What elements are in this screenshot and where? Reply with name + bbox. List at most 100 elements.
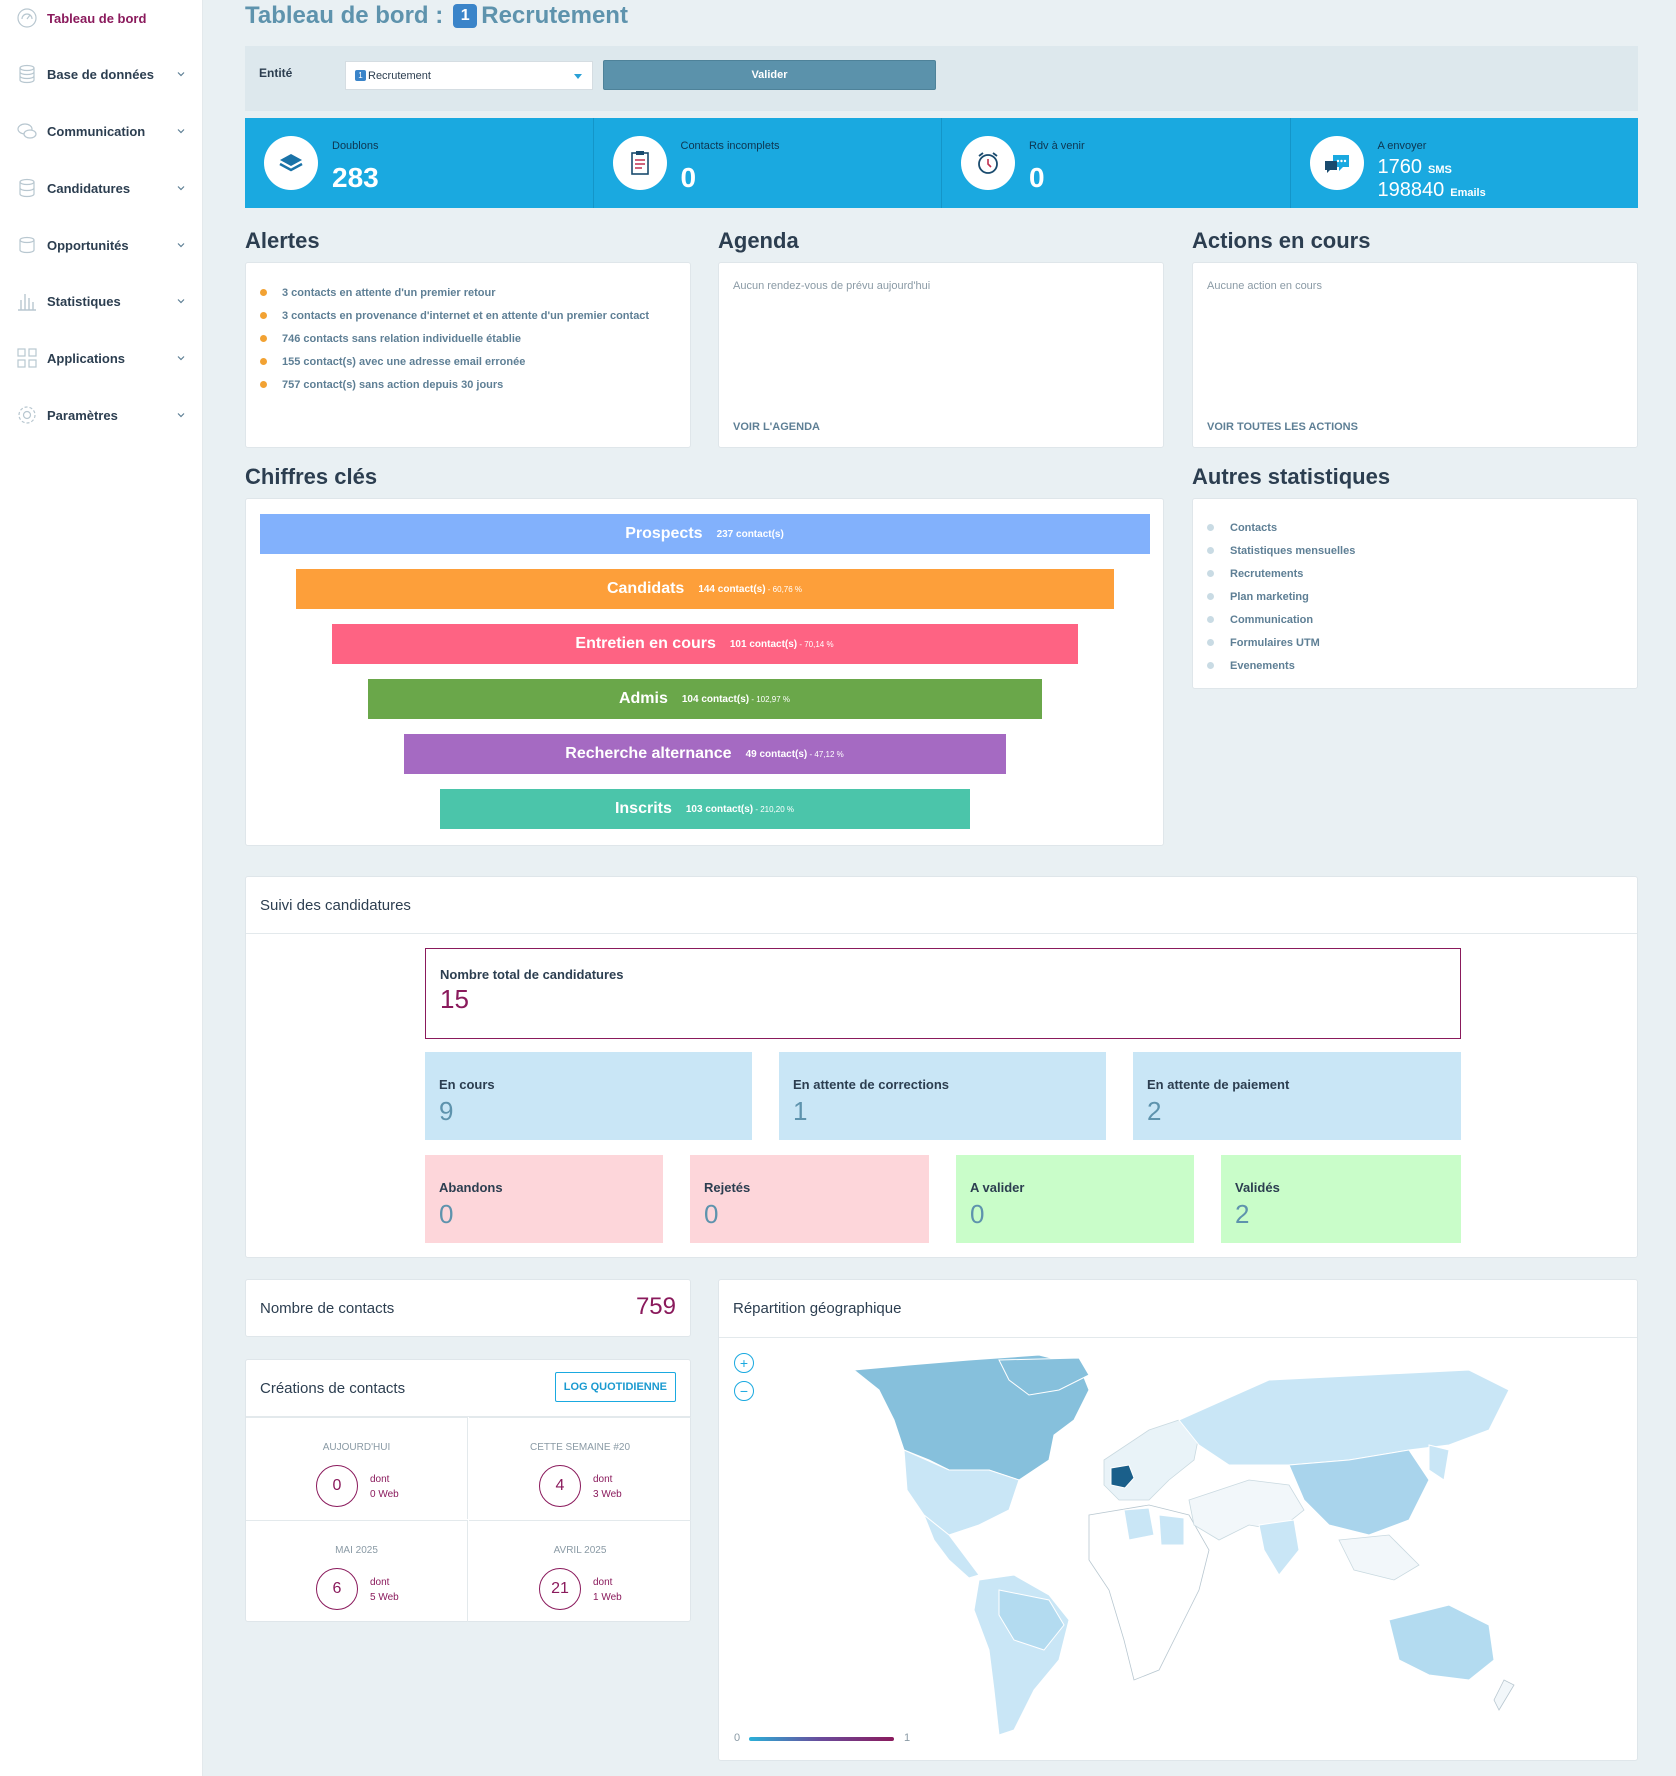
- status-in-progress[interactable]: En cours 9: [425, 1052, 752, 1140]
- other-stats-link[interactable]: Contacts: [1207, 516, 1355, 539]
- funnel-bar[interactable]: Recherche alternance 49 contact(s) - 47,1…: [403, 734, 1006, 774]
- map-region-usa[interactable]: [903, 1449, 1020, 1536]
- total-applications-box[interactable]: Nombre total de candidatures 15: [425, 948, 1461, 1039]
- view-agenda-link[interactable]: VOIR L'AGENDA: [733, 421, 820, 433]
- entity-select-badge: 1: [355, 70, 366, 81]
- status-value: 2: [1235, 1199, 1250, 1229]
- map-region-mexico[interactable]: [922, 1513, 980, 1579]
- status-to-validate[interactable]: A valider 0: [956, 1155, 1194, 1243]
- map-region-arctic[interactable]: [998, 1357, 1090, 1396]
- status-abandoned[interactable]: Abandons 0: [425, 1155, 663, 1243]
- other-stats-link[interactable]: Recrutements: [1207, 562, 1355, 585]
- map-region-brazil[interactable]: [998, 1589, 1065, 1651]
- map-region-algeria[interactable]: [1123, 1507, 1155, 1541]
- funnel-bar-label: Recherche alternance: [565, 745, 732, 762]
- creations-web-count: 3 Web: [593, 1489, 622, 1500]
- contact-creations-card: Créations de contacts LOG QUOTIDIENNE AU…: [245, 1359, 691, 1622]
- sidebar-item-settings[interactable]: Paramètres: [16, 400, 186, 430]
- stat-sms-unit: SMS: [1428, 164, 1452, 176]
- map-region-new-zealand[interactable]: [1493, 1679, 1515, 1711]
- zoom-out-button[interactable]: −: [734, 1381, 754, 1401]
- status-validated[interactable]: Validés 2: [1221, 1155, 1461, 1243]
- contacts-count-value: 759: [635, 1293, 676, 1320]
- alert-item[interactable]: 3 contacts en provenance d'internet et e…: [260, 304, 649, 327]
- sidebar-item-database[interactable]: Base de données: [16, 59, 186, 89]
- other-stats-link[interactable]: Evenements: [1207, 654, 1355, 677]
- view-all-actions-link[interactable]: VOIR TOUTES LES ACTIONS: [1207, 421, 1358, 433]
- sidebar-item-dashboard[interactable]: Tableau de bord: [16, 3, 186, 33]
- actions-empty-text: Aucune action en cours: [1207, 280, 1322, 292]
- alerts-title: Alertes: [245, 228, 320, 253]
- map-region-egypt[interactable]: [1158, 1514, 1185, 1546]
- map-region-india[interactable]: [1258, 1519, 1300, 1576]
- stat-upcoming-appointments[interactable]: Rdv à venir 0: [942, 118, 1291, 208]
- world-map[interactable]: [849, 1350, 1529, 1745]
- sidebar-item-communication[interactable]: Communication: [16, 116, 186, 146]
- creations-web-count: 0 Web: [370, 1489, 399, 1500]
- other-stats-link[interactable]: Plan marketing: [1207, 585, 1355, 608]
- map-region-australia[interactable]: [1388, 1604, 1495, 1681]
- alert-item[interactable]: 746 contacts sans relation individuelle …: [260, 327, 649, 350]
- creations-count: 21: [539, 1568, 581, 1610]
- status-awaiting-corrections[interactable]: En attente de corrections 1: [779, 1052, 1106, 1140]
- caret-down-icon: [574, 74, 582, 79]
- map-region-europe[interactable]: [1103, 1419, 1200, 1501]
- validate-button[interactable]: Valider: [603, 60, 936, 90]
- alert-item[interactable]: 3 contacts en attente d'un premier retou…: [260, 281, 649, 304]
- status-value: 0: [439, 1199, 454, 1229]
- sidebar-item-opportunities[interactable]: Opportunités: [16, 230, 186, 260]
- sidebar-item-statistics[interactable]: Statistiques: [16, 286, 186, 316]
- page-title-entity: Recrutement: [481, 2, 628, 29]
- legend-max: 1: [904, 1732, 911, 1744]
- funnel-bar[interactable]: Inscrits 103 contact(s) - 210,20 %: [439, 789, 970, 829]
- map-region-japan[interactable]: [1428, 1444, 1450, 1481]
- stat-icon-circle: [961, 136, 1015, 190]
- funnel-bar[interactable]: Candidats 144 contact(s) - 60,76 %: [295, 569, 1114, 609]
- alert-item[interactable]: 155 contact(s) avec une adresse email er…: [260, 350, 649, 373]
- stat-value: 283: [332, 162, 379, 193]
- creations-web: dont 5 Web: [370, 1575, 399, 1605]
- key-figures-title: Chiffres clés: [245, 464, 378, 489]
- funnel-bar[interactable]: Admis 104 contact(s) - 102,97 %: [367, 679, 1042, 719]
- agenda-empty-text: Aucun rendez-vous de prévu aujourd'hui: [733, 280, 931, 292]
- map-region-africa[interactable]: [1088, 1504, 1210, 1681]
- alert-item[interactable]: 757 contact(s) sans action depuis 30 jou…: [260, 373, 649, 396]
- total-applications-value: 15: [440, 984, 469, 1014]
- sidebar-item-applications-tracking[interactable]: Candidatures: [16, 173, 186, 203]
- stat-emails-value: 198840: [1377, 179, 1445, 201]
- apps-grid-icon: [17, 348, 37, 368]
- funnel-bar[interactable]: Prospects 237 contact(s): [259, 514, 1150, 554]
- gear-icon: [18, 406, 36, 424]
- entity-select[interactable]: 1 Recrutement: [345, 61, 593, 90]
- stat-label: Contacts incomplets: [680, 140, 780, 152]
- other-stats-link[interactable]: Communication: [1207, 608, 1355, 631]
- entity-badge: 1: [453, 4, 478, 28]
- stat-to-send[interactable]: A envoyer 1760 SMS 198840 Emails: [1291, 118, 1639, 208]
- funnel-bar[interactable]: Entretien en cours 101 contact(s) - 70,14…: [331, 624, 1078, 664]
- zoom-in-button[interactable]: +: [734, 1353, 754, 1373]
- funnel-bar-percent: - 70,14 %: [797, 639, 834, 649]
- creations-period: AVRIL 2025: [553, 1545, 607, 1556]
- stat-duplicates[interactable]: Doublons 283: [245, 118, 594, 208]
- map-region-china[interactable]: [1288, 1449, 1430, 1536]
- funnel-bar-percent: - 60,76 %: [765, 584, 803, 594]
- map-region-france[interactable]: [1110, 1464, 1135, 1489]
- map-region-russia[interactable]: [1178, 1369, 1510, 1466]
- other-stats-link[interactable]: Statistiques mensuelles: [1207, 539, 1355, 562]
- creations-count: 4: [539, 1465, 581, 1507]
- status-awaiting-payment[interactable]: En attente de paiement 2: [1133, 1052, 1461, 1140]
- stat-label: Doublons: [332, 140, 379, 152]
- map-region-southeast-asia[interactable]: [1338, 1534, 1420, 1581]
- stat-value: 0: [1029, 162, 1045, 193]
- chevron-down-icon: [177, 413, 185, 418]
- status-rejected[interactable]: Rejetés 0: [690, 1155, 929, 1243]
- agenda-card: Aucun rendez-vous de prévu aujourd'hui V…: [718, 262, 1164, 448]
- total-applications-label: Nombre total de candidatures: [440, 967, 624, 982]
- funnel-bar-count: 103 contact(s) - 210,20 %: [685, 803, 795, 815]
- status-label: En attente de paiement: [1147, 1077, 1290, 1092]
- sidebar-item-apps[interactable]: Applications: [16, 343, 186, 373]
- other-stats-link[interactable]: Formulaires UTM: [1207, 631, 1355, 654]
- daily-log-button[interactable]: LOG QUOTIDIENNE: [554, 1372, 676, 1402]
- status-label: Validés: [1235, 1180, 1280, 1195]
- stat-incomplete-contacts[interactable]: Contacts incomplets 0: [594, 118, 942, 208]
